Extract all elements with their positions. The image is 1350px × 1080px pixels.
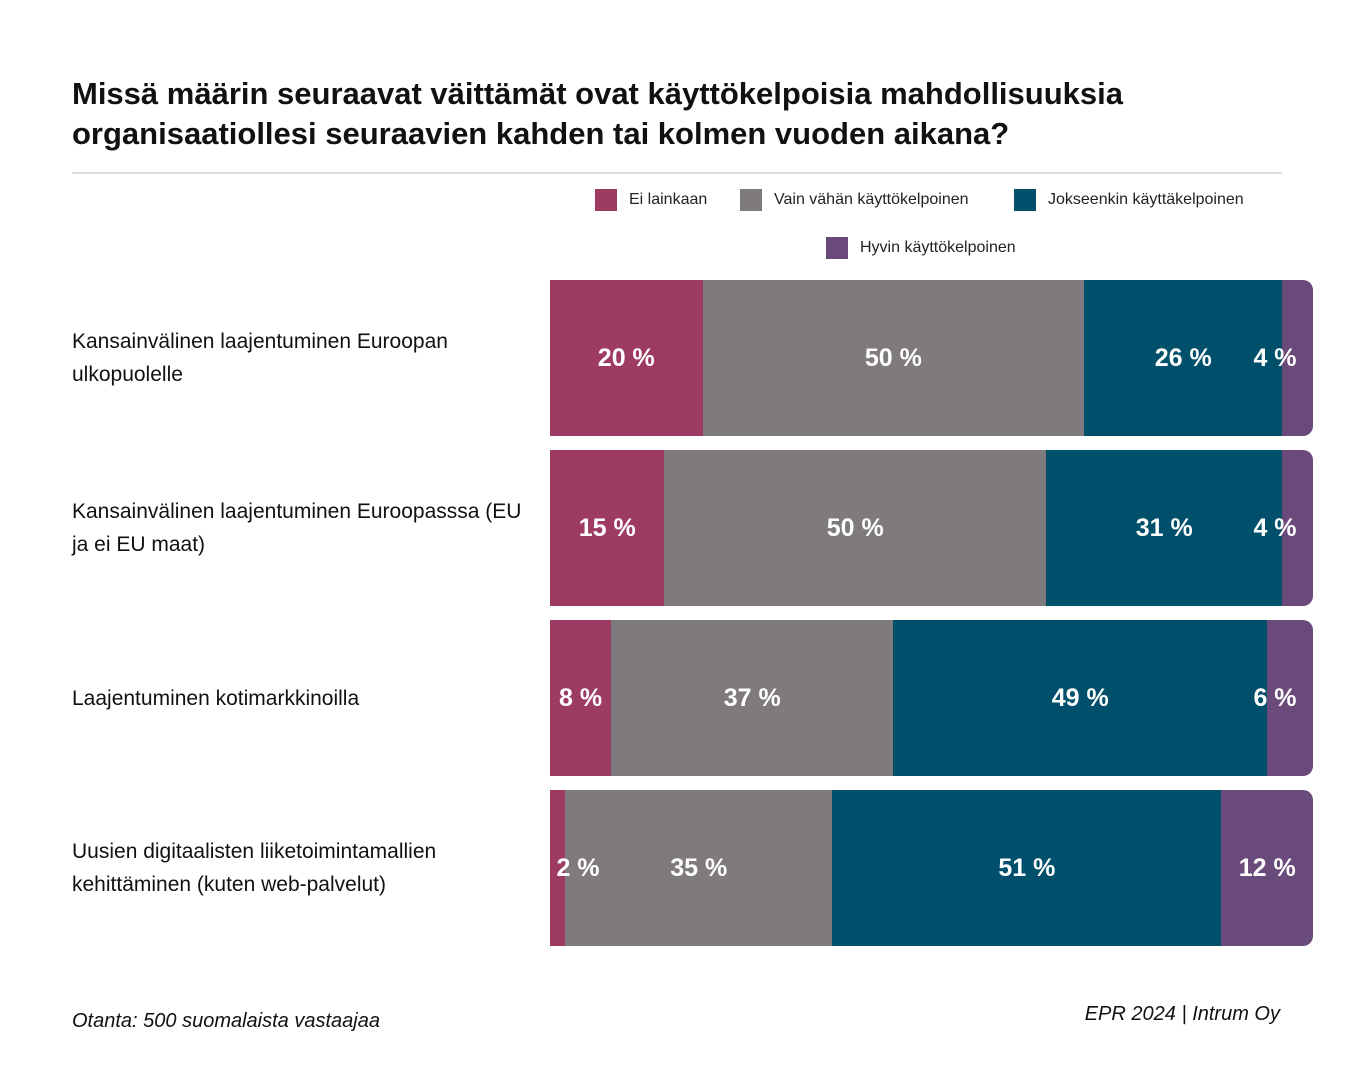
data-label: 6 %	[1253, 683, 1297, 712]
legend-label: Ei lainkaan	[629, 191, 708, 208]
bar-segment	[611, 620, 894, 776]
bar-segment	[550, 790, 566, 946]
data-label: 31 %	[1135, 513, 1193, 542]
legend-swatch	[826, 237, 848, 259]
stacked-bar: 20 % 50 % 26 % 4 %	[550, 280, 1313, 436]
data-label: 26 %	[1154, 343, 1212, 372]
legend-swatch	[740, 189, 762, 211]
bar-segment	[1282, 450, 1313, 606]
bar-segment	[1221, 790, 1313, 946]
category-label: Kansainvälinen laajentuminen Euroopan ul…	[72, 330, 448, 386]
data-label: 50 %	[826, 513, 884, 542]
stacked-bar: 15 % 50 % 31 % 4 %	[550, 450, 1313, 606]
bar-segment	[1045, 450, 1283, 606]
data-label: 51 %	[998, 853, 1056, 882]
data-label: 2 %	[556, 853, 600, 882]
legend-item: Vain vähän käyttökelpoinen	[740, 189, 969, 211]
data-label: 4 %	[1253, 343, 1297, 372]
bar-segment	[1084, 280, 1283, 436]
legend-swatch	[595, 189, 617, 211]
divider	[72, 172, 1282, 174]
data-label: 15 %	[578, 513, 636, 542]
bar-segment	[1267, 620, 1313, 776]
data-label: 4 %	[1253, 513, 1297, 542]
bar-segment	[702, 280, 1085, 436]
bar-segment	[1282, 280, 1313, 436]
source-note: EPR 2024 | Intrum Oy	[1084, 1003, 1280, 1025]
data-label: 35 %	[670, 853, 728, 882]
legend-item: Hyvin käyttökelpoinen	[826, 237, 1016, 259]
legend-item: Jokseenkin käyttäkelpoinen	[1014, 189, 1244, 211]
data-label: 50 %	[864, 343, 922, 372]
data-label: 37 %	[723, 683, 781, 712]
bar-segment	[664, 450, 1046, 606]
bar-segment	[550, 450, 665, 606]
legend-swatch	[1014, 189, 1036, 211]
category-label: Uusien digitaalisten liiketoimintamallie…	[72, 840, 437, 896]
bar-segment	[550, 620, 612, 776]
bar-segment	[832, 790, 1222, 946]
legend-label: Jokseenkin käyttäkelpoinen	[1048, 191, 1244, 208]
legend-item: Ei lainkaan	[595, 189, 707, 211]
category-label: Laajentuminen kotimarkkinoilla	[72, 686, 360, 710]
stacked-bar: 2 % 35 % 51 % 12 %	[550, 790, 1313, 946]
legend-label: Vain vähän käyttökelpoinen	[774, 191, 969, 208]
data-label: 8 %	[558, 683, 603, 712]
bar-segment	[550, 280, 703, 436]
data-label: 49 %	[1051, 683, 1109, 712]
bar-segment	[893, 620, 1268, 776]
data-label: 12 %	[1238, 853, 1296, 882]
category-label: Kansainvälinen laajentuminen Euroopasssa…	[72, 500, 522, 556]
stacked-bar: 8 % 37 % 49 % 6 %	[550, 620, 1313, 776]
chart-title: Missä määrin seuraavat väittämät ovat kä…	[72, 76, 1123, 151]
sample-note: Otanta: 500 suomalaista vastaajaa	[72, 1010, 380, 1032]
legend-label: Hyvin käyttökelpoinen	[860, 239, 1016, 256]
data-label: 20 %	[597, 343, 655, 372]
bar-segment	[565, 790, 833, 946]
